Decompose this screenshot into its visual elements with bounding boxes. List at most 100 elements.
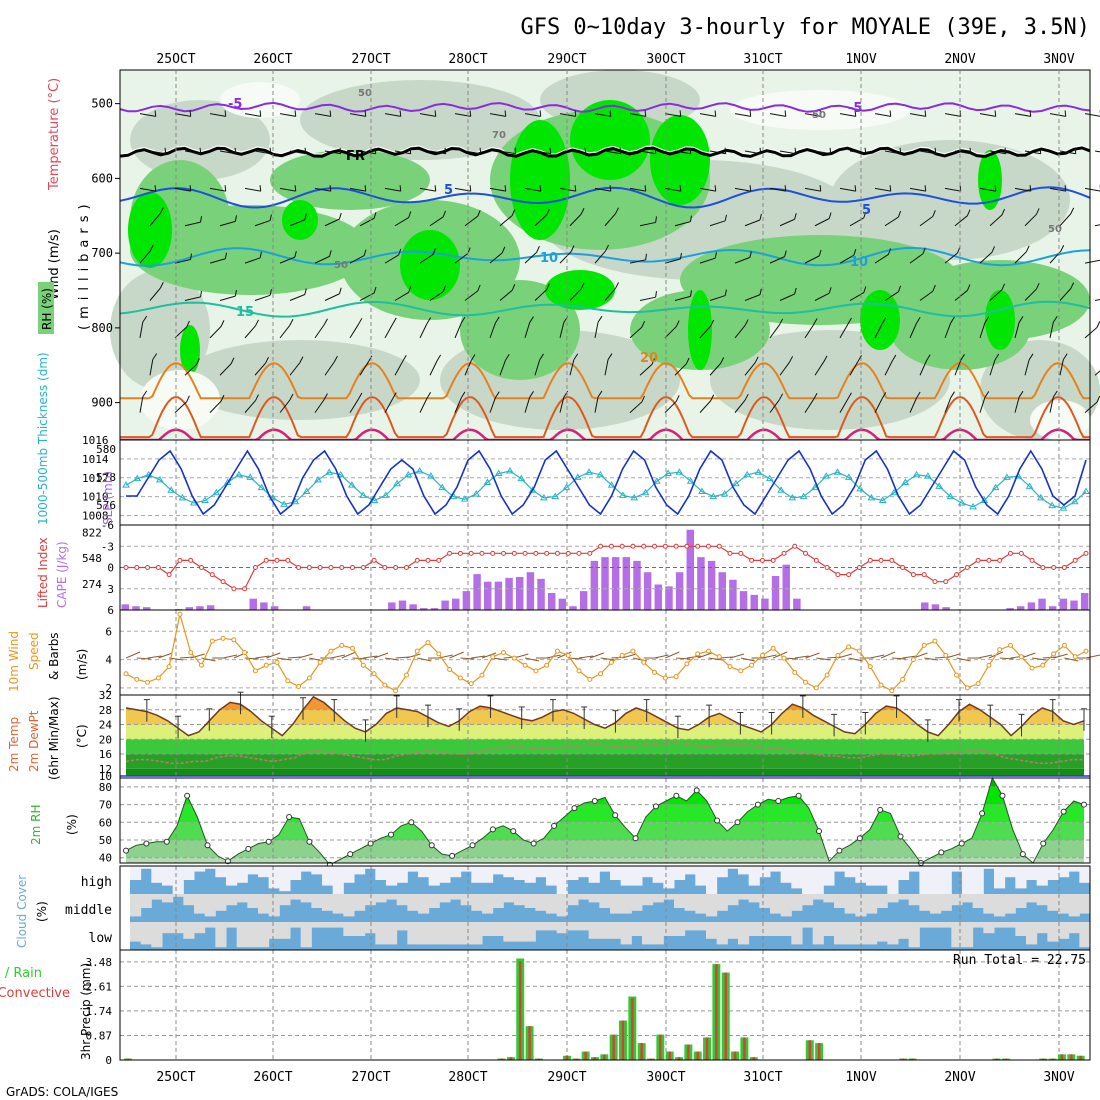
wind10-marker xyxy=(252,668,258,674)
wind-barb xyxy=(559,396,565,413)
wind-barb xyxy=(884,216,899,227)
precip-bar-convective xyxy=(1060,1054,1064,1060)
thickness-marker xyxy=(460,495,469,502)
wind10-barb xyxy=(708,657,723,661)
wind-barb xyxy=(709,150,726,155)
wind10-marker xyxy=(910,657,916,663)
wind-barb-flag xyxy=(234,215,237,222)
wind10-barb xyxy=(870,654,885,659)
cloud-cell-middle xyxy=(791,894,803,911)
wind10-marker xyxy=(565,652,571,658)
cloud-cell-low xyxy=(482,922,494,936)
wind-barb xyxy=(314,255,330,264)
wind-barb-flag xyxy=(495,391,500,398)
li-marker xyxy=(705,543,711,549)
wind-barb-flag xyxy=(749,110,752,117)
cloud-cell-high xyxy=(1036,866,1048,886)
cloud-cell-low xyxy=(898,922,910,939)
li-marker xyxy=(511,550,517,556)
temp-tick: 28 xyxy=(99,704,112,717)
cloud-cell-high xyxy=(268,866,280,889)
wind-barb-flag xyxy=(234,147,237,154)
cloud-cell-low xyxy=(183,922,195,939)
slp-tick: 1008 xyxy=(82,510,109,523)
wind-barb xyxy=(349,324,359,339)
cloud-cell-low xyxy=(364,922,376,934)
wind-barb xyxy=(524,113,541,117)
wind10-barb xyxy=(449,651,464,659)
temp-contour-5 xyxy=(119,186,1091,209)
wind-barb-flag xyxy=(959,185,962,192)
wind-barb-flag xyxy=(784,110,787,117)
li-marker xyxy=(641,543,647,549)
cloud-cell-high xyxy=(695,866,707,886)
cloud-cell-low xyxy=(236,922,248,948)
rh-bright-region xyxy=(180,325,200,375)
wind-tick: 4 xyxy=(105,654,112,667)
wind-barb xyxy=(324,150,341,155)
thickness-marker xyxy=(969,502,977,510)
wind-barb xyxy=(734,325,746,339)
cloud-cell-low xyxy=(396,922,408,931)
wind-barb xyxy=(734,399,746,413)
wind-barb-flag xyxy=(759,288,762,295)
wind10-marker xyxy=(306,675,312,681)
wind-barb-flag xyxy=(823,355,828,363)
precip-bar-convective xyxy=(1042,1058,1045,1060)
cloud-cell-low xyxy=(908,922,920,948)
wind-barb-flag xyxy=(644,110,647,117)
wind-barb xyxy=(279,324,291,339)
li-marker xyxy=(1040,565,1046,570)
wind-barb xyxy=(699,325,712,339)
wind-barb xyxy=(1014,187,1031,192)
cloud-cell-high xyxy=(130,866,142,880)
precip-bar-convective xyxy=(649,1058,653,1060)
wind-barb-flag xyxy=(399,110,402,117)
cape-bar xyxy=(185,607,194,610)
cloud-cell-middle xyxy=(343,894,355,917)
cloud-cell-low xyxy=(450,922,462,945)
wind-barb-flag xyxy=(864,147,867,154)
rh2m-marker xyxy=(652,803,659,810)
wind-barb-flag xyxy=(159,207,164,214)
cloud-cell-high xyxy=(311,866,323,875)
cloud-cell-middle xyxy=(172,894,184,897)
wind10-barb xyxy=(805,652,820,659)
wind-barb xyxy=(944,397,952,413)
thickness-marker xyxy=(483,478,492,485)
wind-barb xyxy=(979,397,986,413)
wind-barb-flag xyxy=(1070,282,1075,289)
wind-barb-flag xyxy=(607,353,613,360)
wind-barb xyxy=(139,396,144,413)
li-marker xyxy=(188,557,194,563)
li-marker xyxy=(360,565,366,570)
cape-bar xyxy=(697,557,705,610)
wind-barb xyxy=(349,187,366,192)
thickness-marker xyxy=(675,468,684,475)
wind-barb xyxy=(884,291,899,301)
wind-barb-flag xyxy=(149,244,154,252)
cloud-cell-high xyxy=(279,866,291,892)
wind-barb-flag xyxy=(154,185,157,192)
slp-tick: 1010 xyxy=(82,491,109,504)
wind-barb xyxy=(849,217,865,227)
cloud-cell-middle xyxy=(759,894,771,908)
wind-barb xyxy=(979,322,986,339)
wind-barb-flag xyxy=(220,394,225,402)
cloud-cell-high xyxy=(204,866,216,869)
wind10-marker xyxy=(1072,654,1078,660)
wind-barb-flag xyxy=(329,250,332,257)
wind-barb xyxy=(534,150,551,155)
wind10-barb xyxy=(395,656,410,659)
rh2m-marker xyxy=(510,828,517,835)
wind-barb xyxy=(1094,224,1100,227)
thickness-marker xyxy=(946,492,955,500)
wind-barb xyxy=(769,324,780,339)
wind10-marker xyxy=(134,676,140,682)
cape-tick: 274 xyxy=(82,578,102,591)
wind-barb xyxy=(769,187,786,192)
thickness-marker xyxy=(246,473,255,480)
wind10-label2: Speed xyxy=(27,632,41,670)
thickness-marker xyxy=(765,474,774,482)
cloud-cell-low xyxy=(876,922,888,942)
